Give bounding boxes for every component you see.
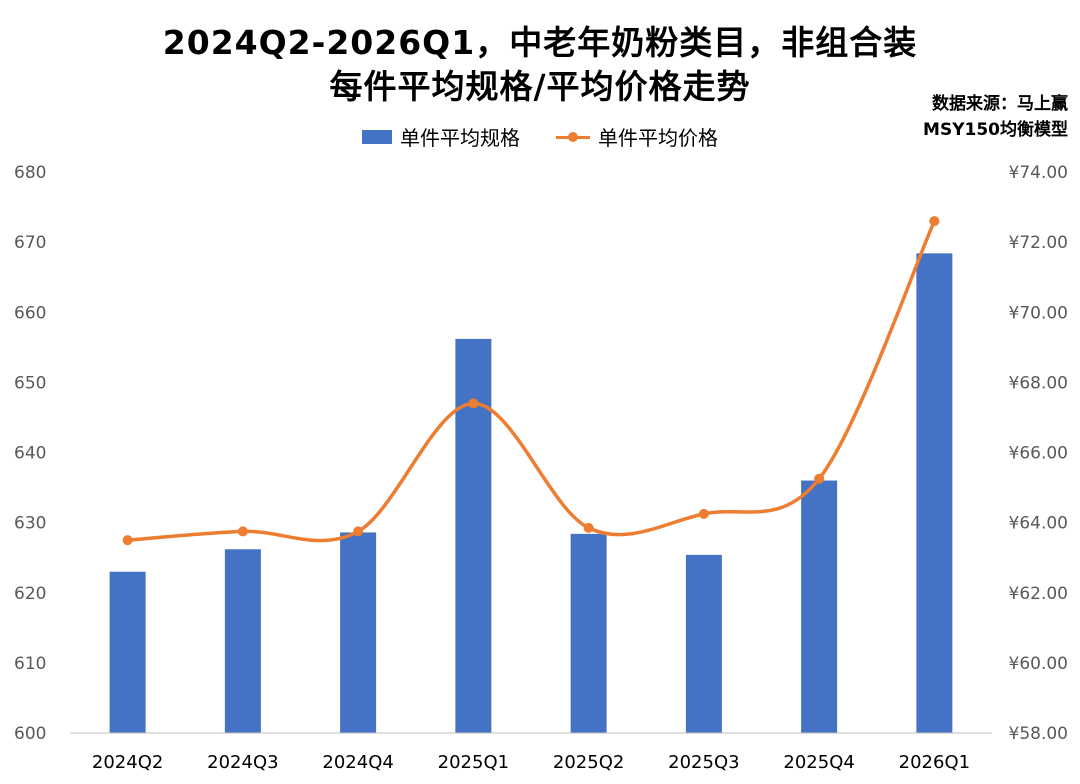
bar-2025Q4 xyxy=(801,480,838,733)
legend-label-avg-price: 单件平均价格 xyxy=(598,126,718,150)
data-model-label: MSY150均衡模型 xyxy=(923,120,1068,140)
left-axis-tick-label: 660 xyxy=(14,303,46,323)
bar-2025Q2 xyxy=(570,533,607,733)
x-axis-tick-label: 2025Q1 xyxy=(438,752,509,773)
chart-legend: 单件平均规格 单件平均价格 xyxy=(0,122,1080,151)
legend-item-avg-spec: 单件平均规格 xyxy=(362,122,520,151)
left-axis-tick-label: 630 xyxy=(14,514,46,534)
price-point-2025Q3 xyxy=(698,508,709,519)
right-axis-tick-label: ¥62.00 xyxy=(1009,584,1068,604)
bar-2024Q2 xyxy=(109,571,146,733)
chart-title-line2: 每件平均规格/平均价格走势 xyxy=(329,67,751,106)
price-point-2026Q1 xyxy=(929,216,940,227)
x-axis-tick-labels: 2024Q2 2024Q3 2024Q4 2025Q1 2025Q2 2025Q3 2025… xyxy=(92,752,970,773)
left-axis-tick-label: 640 xyxy=(14,444,46,464)
left-axis-ticks: 600 610 620 630 640 650 660 670 680 xyxy=(14,163,46,744)
right-axis-tick-label: ¥72.00 xyxy=(1009,233,1068,253)
price-point-2025Q1 xyxy=(468,398,479,409)
x-axis-tick-label: 2024Q4 xyxy=(322,752,393,773)
left-axis-tick-label: 670 xyxy=(14,233,46,253)
legend-bar-swatch xyxy=(362,129,392,144)
bar-2025Q1 xyxy=(455,338,492,733)
x-axis-tick-label: 2025Q2 xyxy=(553,752,624,773)
x-axis-tick-label: 2025Q4 xyxy=(783,752,854,773)
left-axis-tick-label: 610 xyxy=(14,654,46,674)
left-axis-tick-label: 650 xyxy=(14,373,46,393)
x-axis-tick-label: 2024Q2 xyxy=(92,752,163,773)
right-axis-tick-label: ¥74.00 xyxy=(1009,163,1068,183)
price-point-2024Q3 xyxy=(237,526,248,537)
chart-title-line1: 2024Q2-2026Q1，中老年奶粉类目，非组合装 xyxy=(162,23,918,62)
right-axis-tick-label: ¥68.00 xyxy=(1009,373,1068,393)
left-axis-tick-label: 600 xyxy=(14,724,46,744)
legend-item-avg-price: 单件平均价格 xyxy=(556,122,718,151)
bar-2026Q1 xyxy=(916,253,953,733)
bar-2024Q4 xyxy=(340,532,377,733)
x-axis-tick-label: 2024Q3 xyxy=(207,752,278,773)
right-axis-tick-label: ¥64.00 xyxy=(1009,514,1068,534)
right-axis-tick-label: ¥60.00 xyxy=(1009,654,1068,674)
left-axis-tick-label: 680 xyxy=(14,163,46,183)
price-point-2025Q2 xyxy=(583,522,594,533)
price-point-2024Q2 xyxy=(122,535,133,546)
x-axis-tick-label: 2025Q3 xyxy=(668,752,739,773)
bar-2024Q3 xyxy=(224,549,261,733)
price-point-2024Q4 xyxy=(353,526,364,537)
left-axis-tick-label: 620 xyxy=(14,584,46,604)
data-source-label: 数据来源：马上赢 xyxy=(932,94,1068,114)
right-axis-tick-label: ¥58.00 xyxy=(1009,724,1068,744)
right-axis-tick-label: ¥70.00 xyxy=(1009,303,1068,323)
bar-series-avg-spec xyxy=(109,253,953,733)
right-axis-ticks: ¥58.00 ¥60.00 ¥62.00 ¥64.00 ¥66.00 ¥68.00 ¥70.… xyxy=(1009,163,1068,744)
legend-line-swatch xyxy=(556,130,590,144)
line-series-points xyxy=(122,216,940,546)
legend-label-avg-spec: 单件平均规格 xyxy=(400,126,520,150)
right-axis-tick-label: ¥66.00 xyxy=(1009,444,1068,464)
price-point-2025Q4 xyxy=(814,473,825,484)
x-axis-tick-label: 2026Q1 xyxy=(899,752,970,773)
bar-2025Q3 xyxy=(685,554,722,733)
